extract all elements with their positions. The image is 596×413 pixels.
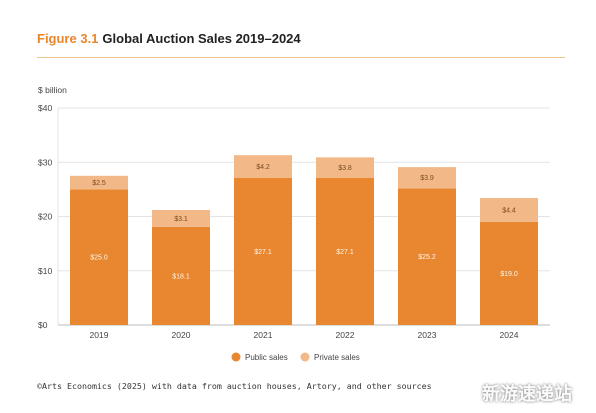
figure-title-text: Global Auction Sales 2019–2024 [102,31,301,46]
bar-public-sales [152,226,210,325]
x-tick-label: 2022 [336,330,355,340]
x-tick-label: 2021 [254,330,273,340]
data-label: $3.9 [420,175,434,182]
bar-public-sales [398,188,456,325]
data-label: $18.1 [172,273,190,280]
legend-label: Public sales [245,353,288,362]
data-label: $27.1 [336,249,354,256]
legend-marker-public [231,352,241,362]
bar-private-sales [234,155,292,178]
data-label: $3.8 [338,165,352,172]
bar-public-sales [70,189,128,325]
data-label: $4.4 [502,207,516,214]
data-label: $2.5 [92,180,106,187]
bar-private-sales [70,175,128,190]
bar-private-sales [480,198,538,222]
data-label: $4.2 [256,164,270,171]
x-tick-label: 2019 [90,330,109,340]
title-divider [37,57,565,58]
legend-label: Private sales [314,353,360,362]
y-tick-label: $30 [38,157,52,167]
bar-public-sales [234,177,292,325]
bar-private-sales [398,167,456,189]
x-tick-label: 2024 [500,330,519,340]
data-label: $19.0 [500,271,518,278]
bar-public-sales [316,177,374,325]
y-tick-label: $0 [38,320,48,330]
y-tick-label: $10 [38,266,52,276]
figure-number: Figure 3.1 [37,31,99,46]
data-label: $27.1 [254,249,272,256]
watermark: 新游速递站 [482,384,572,405]
bar-public-sales [480,221,538,325]
bar-private-sales [316,157,374,178]
data-label: $3.1 [174,216,188,223]
data-label: $25.0 [90,255,108,262]
y-tick-label: $20 [38,212,52,222]
y-tick-label: $40 [38,103,52,113]
legend-marker-private [300,352,310,362]
figure-title: Figure 3.1 Global Auction Sales 2019–2024 [37,31,301,46]
data-label: $25.2 [418,254,436,261]
source-note: ©Arts Economics (2025) with data from au… [37,381,432,391]
bar-private-sales [152,209,210,227]
x-tick-label: 2023 [418,330,437,340]
y-axis-label: $ billion [38,85,67,95]
x-tick-label: 2020 [172,330,191,340]
